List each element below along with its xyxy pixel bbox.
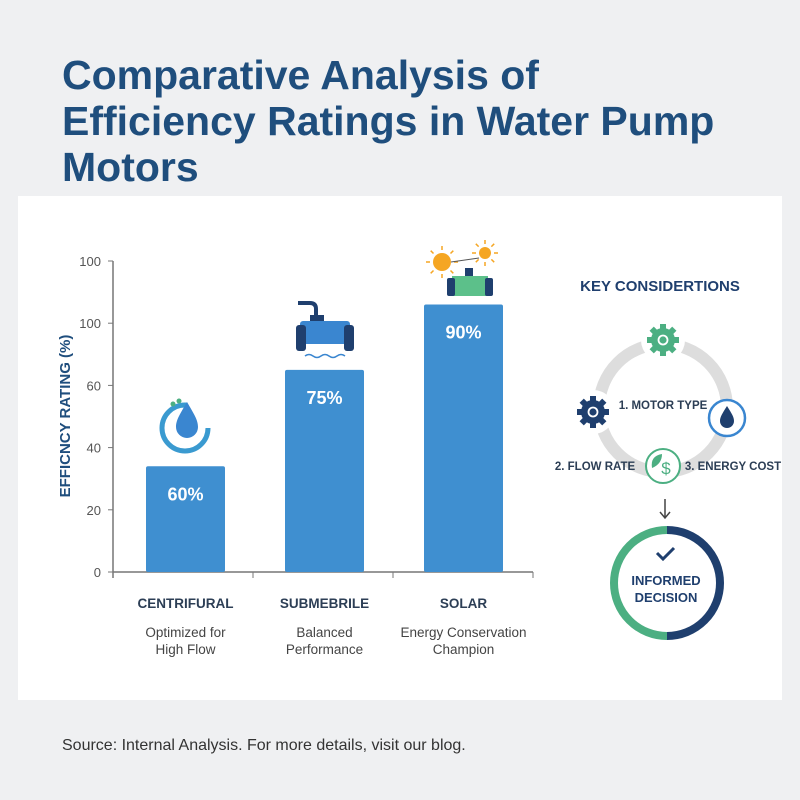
energy-cost-icon: $ [645, 448, 681, 484]
bar-value-label: 90% [445, 323, 481, 343]
y-tick-label: 20 [87, 503, 101, 518]
solar-pump-icon [426, 240, 498, 296]
y-tick-label: 100 [79, 254, 101, 269]
svg-text:$: $ [661, 459, 671, 478]
decision-ring [610, 526, 668, 640]
bar [424, 304, 503, 572]
submersible-pump-icon [296, 301, 354, 359]
arrow-down-icon [659, 499, 671, 520]
water-swirl-icon [159, 398, 211, 454]
bar-value-label: 75% [306, 388, 342, 408]
decision-label: INFORMED [631, 573, 700, 588]
decision-label: DECISION [635, 590, 698, 605]
bar-value-label: 60% [167, 484, 203, 504]
category-label: SOLAR [440, 596, 488, 611]
source-note: Source: Internal Analysis. For more deta… [62, 737, 466, 754]
chart: 0 20 40 60 100 100 EFFICNCY RATING (%) 60% CENTR… [57, 240, 781, 657]
panel-title: KEY CONSIDERTIONS [580, 278, 740, 295]
item-energy-cost: 3. ENERGY COST [685, 461, 781, 473]
gear-icon [577, 396, 609, 428]
bar [285, 369, 364, 572]
decision-ring [666, 526, 724, 640]
water-drop-icon [707, 398, 747, 438]
check-icon [655, 546, 676, 562]
page-title: Comparative Analysis of Efficiency Ratin… [62, 52, 715, 190]
category-subtitle: Energy Conservation Champion [400, 625, 526, 657]
y-tick-label: 60 [87, 378, 101, 393]
category-subtitle: Balanced Performance [286, 625, 363, 657]
y-axis-label: EFFICNCY RATING (%) [57, 335, 74, 498]
gear-icon [647, 324, 679, 356]
bar [146, 466, 225, 572]
chart-card: 0 20 40 60 100 100 EFFICNCY RATING (%) 60% CENTR… [18, 196, 782, 700]
category-label: CENTRIFURAL [138, 596, 234, 611]
item-flow-rate: 2. FLOW RATE [555, 461, 636, 473]
item-motor-type: 1. MOTOR TYPE [619, 400, 708, 412]
category-subtitle: Optimized for High Flow [145, 625, 226, 657]
y-tick-label: 0 [94, 565, 101, 580]
category-label: SUBMEBRILE [280, 596, 369, 611]
y-tick-label: 100 [79, 316, 101, 331]
y-tick-label: 40 [87, 441, 101, 456]
